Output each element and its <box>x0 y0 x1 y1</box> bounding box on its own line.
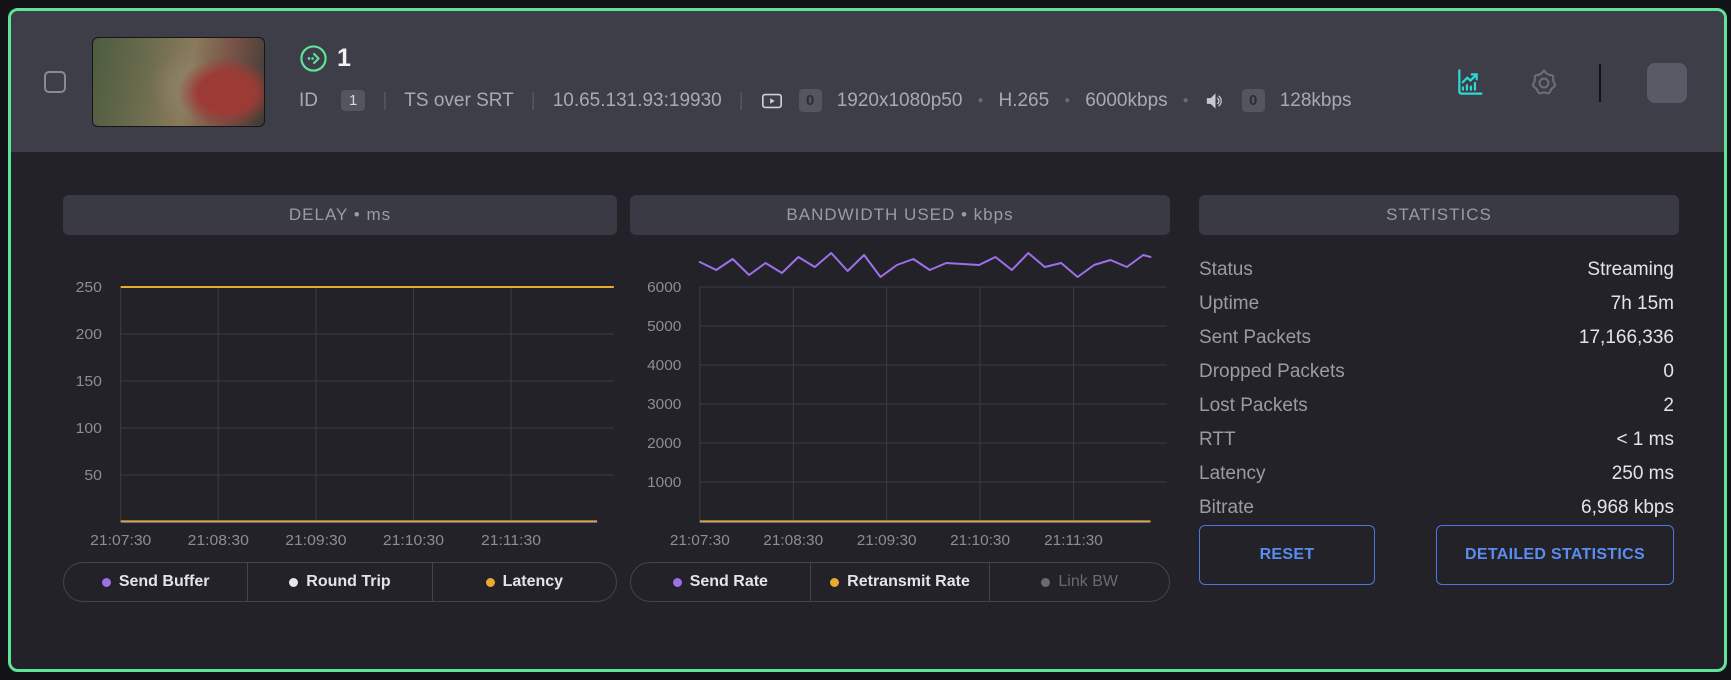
svg-text:1000: 1000 <box>647 474 681 491</box>
svg-text:250: 250 <box>76 279 102 296</box>
svg-text:21:10:30: 21:10:30 <box>383 532 444 549</box>
svg-text:150: 150 <box>76 373 102 390</box>
svg-text:4000: 4000 <box>647 357 681 374</box>
svg-text:21:11:30: 21:11:30 <box>1044 532 1103 549</box>
svg-text:5000: 5000 <box>647 318 681 335</box>
svg-text:21:11:30: 21:11:30 <box>481 532 541 549</box>
svg-text:50: 50 <box>84 467 101 484</box>
svg-text:21:10:30: 21:10:30 <box>950 532 1010 549</box>
svg-text:21:09:30: 21:09:30 <box>857 532 917 549</box>
svg-text:21:07:30: 21:07:30 <box>670 532 730 549</box>
svg-text:21:07:30: 21:07:30 <box>90 532 151 549</box>
svg-text:3000: 3000 <box>647 396 681 413</box>
svg-text:21:08:30: 21:08:30 <box>188 532 249 549</box>
svg-text:21:09:30: 21:09:30 <box>285 532 346 549</box>
svg-text:100: 100 <box>76 420 102 437</box>
svg-text:6000: 6000 <box>647 279 681 296</box>
svg-text:200: 200 <box>76 326 102 343</box>
svg-text:2000: 2000 <box>647 435 681 452</box>
svg-text:21:08:30: 21:08:30 <box>763 532 823 549</box>
